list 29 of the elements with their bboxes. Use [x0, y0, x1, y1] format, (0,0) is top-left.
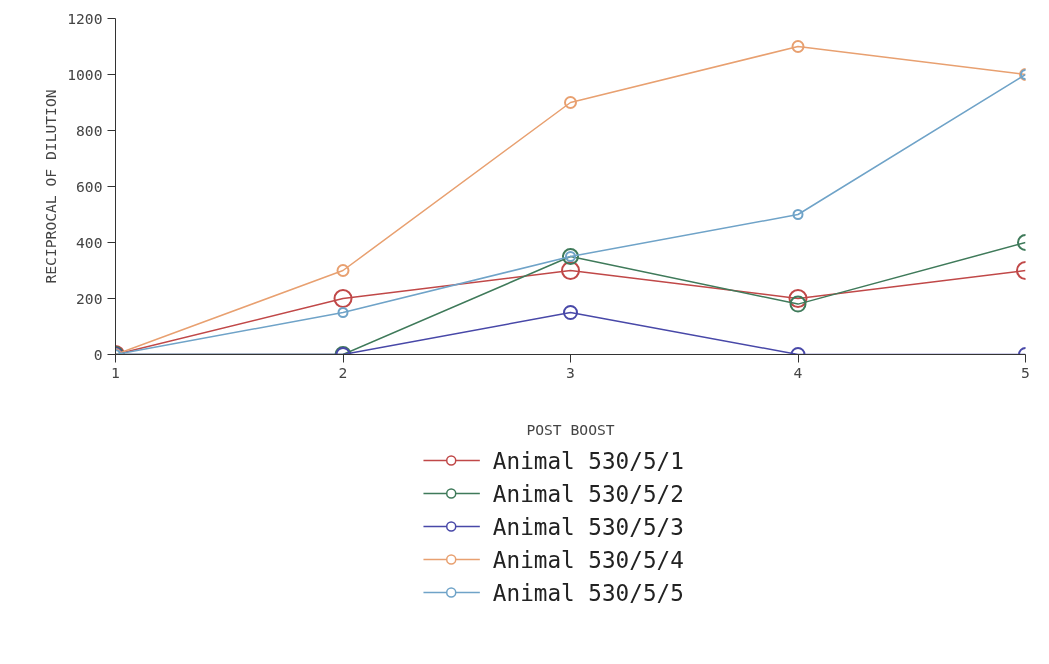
point [336, 264, 350, 277]
y-tick-label: 0 [93, 345, 103, 363]
y-axis-title: RECIPROCAL OF DILUTION [42, 89, 60, 284]
point [792, 209, 804, 220]
point [333, 289, 353, 308]
x-tick-label: 5 [1021, 363, 1030, 381]
point [563, 305, 578, 320]
point [564, 96, 577, 109]
x-tick-label: 1 [111, 363, 120, 381]
y-tick-label: 400 [76, 233, 103, 251]
y-tick-label: 1000 [67, 65, 103, 83]
point [337, 307, 349, 318]
point [561, 261, 580, 280]
x-tick-label: 2 [338, 363, 348, 381]
point [789, 295, 807, 313]
legend-label: Animal 530/5/2 [492, 480, 684, 507]
y-tick-label: 800 [76, 121, 103, 139]
point [791, 40, 805, 53]
legend-label: Animal 530/5/1 [492, 447, 684, 474]
x-axis-title: POST BOOST [526, 420, 615, 438]
legend-label: Animal 530/5/5 [492, 579, 684, 606]
legend-label: Animal 530/5/4 [492, 546, 684, 573]
x-tick-label: 3 [566, 363, 575, 381]
point [788, 289, 808, 308]
y-tick-label: 1200 [67, 9, 103, 27]
y-tick-label: 200 [76, 289, 103, 307]
y-tick-label: 600 [76, 177, 103, 195]
x-tick-label: 4 [793, 363, 803, 381]
legend-label: Animal 530/5/3 [492, 513, 684, 540]
